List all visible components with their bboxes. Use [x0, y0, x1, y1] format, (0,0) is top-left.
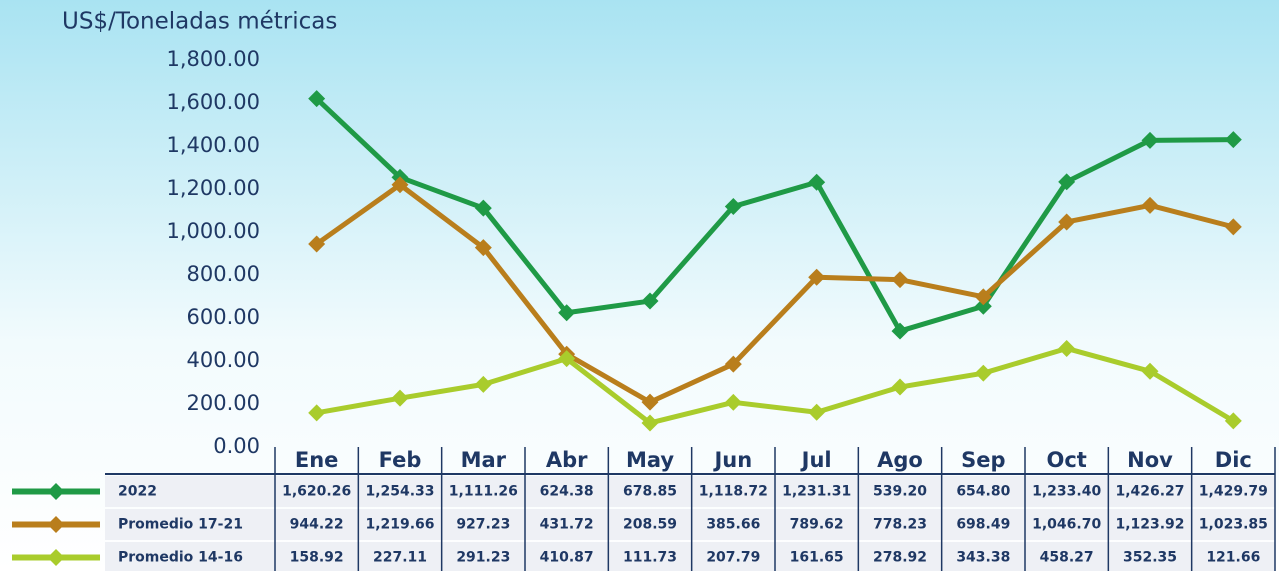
table-value: 1,233.40 [1032, 484, 1101, 500]
table-value: 678.85 [623, 484, 677, 500]
table-value: 227.11 [373, 550, 427, 566]
data-point [891, 378, 909, 396]
legend-label: Promedio 17-21 [118, 517, 243, 533]
series-line [315, 182, 1234, 405]
table-value: 1,046.70 [1032, 517, 1101, 533]
table-value: 1,254.33 [365, 484, 434, 500]
table-value: 385.66 [706, 517, 760, 533]
table-row [105, 542, 1275, 571]
y-tick-label: 1,800.00 [166, 47, 260, 71]
table-value: 789.62 [790, 517, 844, 533]
series-line [314, 96, 1234, 334]
data-point [974, 297, 992, 315]
table-value: 1,426.27 [1115, 484, 1184, 500]
table-value: 539.20 [873, 484, 927, 500]
y-tick-label: 1,400.00 [166, 133, 260, 157]
data-point [974, 364, 992, 382]
table-value: 410.87 [540, 550, 594, 566]
x-tick-label: Feb [379, 448, 422, 472]
table-value: 458.27 [1040, 550, 1094, 566]
x-tick-label: Sep [961, 448, 1005, 472]
data-point [724, 393, 742, 411]
x-tick-label: Ene [295, 448, 339, 472]
table-value: 1,231.31 [782, 484, 851, 500]
series-line [316, 345, 1235, 426]
table-row [105, 476, 1275, 507]
table-value: 111.73 [623, 550, 677, 566]
data-point [808, 403, 826, 421]
data-point [808, 268, 826, 286]
data-point [891, 271, 909, 289]
y-tick-label: 0.00 [213, 434, 260, 458]
table-value: 1,219.66 [365, 517, 434, 533]
table-value: 944.22 [290, 517, 344, 533]
y-tick-label: 200.00 [187, 391, 260, 415]
table-value: 624.38 [540, 484, 594, 500]
y-tick-label: 600.00 [187, 305, 260, 329]
x-tick-label: Ago [877, 448, 923, 472]
data-point [308, 90, 326, 108]
data-point [641, 393, 659, 411]
data-point [474, 199, 492, 217]
table-value: 291.23 [456, 550, 510, 566]
data-point [641, 292, 659, 310]
table-value: 1,111.26 [449, 484, 518, 500]
data-point [558, 350, 576, 368]
x-tick-label: May [626, 448, 674, 472]
table-value: 927.23 [456, 517, 510, 533]
x-tick-label: Jun [712, 448, 752, 472]
table-value: 778.23 [873, 517, 927, 533]
data-point [391, 389, 409, 407]
y-axis-label: US$/Toneladas métricas [62, 9, 337, 35]
y-tick-label: 1,200.00 [166, 176, 260, 200]
data-point [641, 414, 659, 432]
x-tick-label: Nov [1127, 448, 1173, 472]
table-value: 1,429.79 [1199, 484, 1268, 500]
x-tick-label: Oct [1046, 448, 1086, 472]
x-tick-label: Mar [461, 448, 507, 472]
table-value: 352.35 [1123, 550, 1177, 566]
table-value: 1,023.85 [1199, 517, 1268, 533]
legend-marker [47, 549, 65, 566]
legend-marker [47, 516, 65, 533]
data-point [808, 173, 826, 191]
data-point [474, 375, 492, 393]
data-point [558, 304, 576, 322]
table-value: 158.92 [290, 550, 344, 566]
data-point [391, 176, 409, 194]
data-point [724, 197, 742, 215]
data-point [474, 239, 492, 257]
data-point [308, 404, 326, 422]
table-value: 121.66 [1206, 550, 1260, 566]
table-value: 207.79 [706, 550, 760, 566]
table-value: 1,118.72 [699, 484, 768, 500]
legend-label: 2022 [118, 484, 157, 500]
table-value: 431.72 [540, 517, 594, 533]
x-tick-label: Dic [1215, 448, 1252, 472]
table-value: 208.59 [623, 517, 677, 533]
y-tick-label: 800.00 [187, 262, 260, 286]
y-tick-label: 1,000.00 [166, 219, 260, 243]
data-point [974, 288, 992, 306]
table-value: 654.80 [956, 484, 1010, 500]
table-value: 161.65 [790, 550, 844, 566]
table-row [105, 509, 1275, 540]
y-tick-label: 400.00 [187, 348, 260, 372]
table-value: 1,620.26 [282, 484, 351, 500]
legend-label: Promedio 14-16 [118, 550, 243, 566]
x-tick-label: Jul [800, 448, 832, 472]
data-point [891, 322, 909, 340]
table-value: 343.38 [956, 550, 1010, 566]
data-point [308, 235, 326, 253]
x-tick-label: Abr [546, 448, 588, 472]
y-tick-label: 1,600.00 [166, 90, 260, 114]
table-value: 278.92 [873, 550, 927, 566]
data-point [724, 355, 742, 373]
table-value: 1,123.92 [1115, 517, 1184, 533]
table-value: 698.49 [956, 517, 1010, 533]
